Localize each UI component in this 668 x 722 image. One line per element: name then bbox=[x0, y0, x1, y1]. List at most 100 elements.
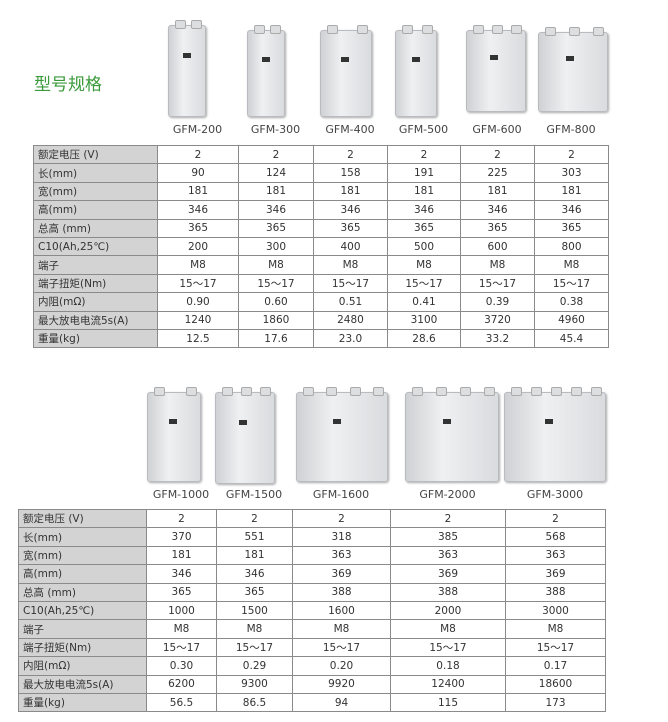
table-cell: 2 bbox=[387, 144, 461, 165]
table-cell: 3720 bbox=[460, 310, 535, 330]
terminal-cap bbox=[511, 387, 522, 396]
table-cell: 17.6 bbox=[238, 328, 314, 349]
row-label: 宽(mm) bbox=[18, 545, 147, 566]
table-cell: 370 bbox=[146, 527, 217, 547]
terminal-cap bbox=[270, 25, 281, 34]
table-cell: 346 bbox=[313, 200, 388, 220]
terminal-cap bbox=[593, 27, 604, 36]
terminal-cap bbox=[222, 387, 233, 396]
table-row: 内阻(mΩ) 0.30 0.29 0.20 0.18 0.17 bbox=[18, 656, 606, 676]
model-label: GFM-1500 bbox=[225, 488, 283, 501]
table-cell: 0.39 bbox=[460, 292, 535, 312]
table-cell: 158 bbox=[313, 163, 388, 183]
row-label: 总高 (mm) bbox=[33, 218, 158, 238]
table-cell: 86.5 bbox=[216, 692, 293, 713]
terminal-cap bbox=[402, 25, 413, 34]
logo-icon bbox=[333, 419, 341, 425]
table-cell: 225 bbox=[460, 163, 535, 183]
table-cell: 0.60 bbox=[238, 292, 314, 312]
table-cell: 318 bbox=[292, 527, 391, 547]
table-cell: 191 bbox=[387, 163, 461, 183]
terminal-cap bbox=[373, 387, 384, 396]
row-label: 内阻(mΩ) bbox=[33, 292, 158, 312]
table-row: 端子 M8 M8 M8 M8 M8 M8 bbox=[33, 255, 609, 275]
table-cell: 1000 bbox=[146, 600, 217, 621]
model-label: GFM-2000 bbox=[419, 488, 476, 501]
table-row: C10(Ah,25℃) 1000 1500 1600 2000 3000 bbox=[18, 600, 606, 621]
model-label: GFM-400 bbox=[325, 123, 375, 136]
table-cell: 15～17 bbox=[313, 273, 388, 294]
model-label: GFM-500 bbox=[398, 123, 449, 136]
logo-icon bbox=[490, 55, 499, 60]
model-label: GFM-200 bbox=[172, 123, 223, 136]
terminal-cap bbox=[545, 27, 556, 36]
battery-image bbox=[168, 20, 206, 117]
table-cell: 56.5 bbox=[146, 692, 217, 713]
terminal-cap bbox=[186, 387, 197, 396]
table-cell: 6200 bbox=[146, 674, 217, 694]
table-cell: 4960 bbox=[534, 310, 609, 330]
terminal-cap bbox=[569, 27, 580, 36]
logo-icon bbox=[262, 56, 271, 62]
table-cell: 346 bbox=[216, 564, 293, 584]
table-cell: 346 bbox=[146, 564, 217, 584]
battery-image bbox=[296, 387, 388, 482]
table-cell: 2 bbox=[460, 144, 535, 165]
table-cell: M8 bbox=[534, 255, 609, 275]
table-cell: 346 bbox=[387, 200, 461, 220]
table1-spec-table: 额定电压 (V) 2 2 2 2 2 2 长(mm) 90 124 158 191 225 303 宽(mm… bbox=[33, 144, 609, 349]
table-cell: 0.41 bbox=[387, 292, 461, 312]
logo-icon bbox=[442, 419, 451, 425]
table-cell: 0.38 bbox=[534, 292, 609, 312]
battery-image bbox=[147, 387, 201, 482]
table-row: 额定电压 (V) 2 2 2 2 2 2 bbox=[33, 144, 609, 165]
terminal-cap bbox=[436, 387, 447, 396]
table-cell: 0.30 bbox=[146, 656, 217, 676]
terminal-cap bbox=[591, 387, 602, 396]
terminal-cap bbox=[484, 387, 495, 396]
table-cell: 15～17 bbox=[505, 637, 606, 658]
table-cell: 181 bbox=[534, 181, 609, 202]
table-cell: 33.2 bbox=[460, 328, 535, 349]
terminal-cap bbox=[349, 387, 361, 396]
logo-icon bbox=[545, 419, 553, 425]
table-cell: 15～17 bbox=[390, 637, 506, 658]
row-label: 重量(kg) bbox=[33, 328, 158, 349]
model-label: GFM-3000 bbox=[526, 488, 584, 501]
table-cell: 15～17 bbox=[146, 637, 217, 658]
logo-icon bbox=[183, 53, 192, 58]
table-cell: 346 bbox=[157, 200, 239, 220]
table-cell: M8 bbox=[157, 255, 239, 275]
table-cell: 9300 bbox=[216, 674, 293, 694]
terminal-cap bbox=[422, 25, 433, 34]
table-cell: 2 bbox=[238, 144, 314, 165]
table-cell: 365 bbox=[146, 582, 217, 602]
table-cell: 2 bbox=[216, 508, 293, 529]
table-row: 重量(kg) 12.5 17.6 23.0 28.6 33.2 45.4 bbox=[33, 328, 609, 349]
row-label: 重量(kg) bbox=[18, 692, 147, 713]
table-cell: 12400 bbox=[390, 674, 506, 694]
table-cell: 2 bbox=[292, 508, 391, 529]
table-cell: 369 bbox=[505, 564, 606, 584]
table-row: 长(mm) 90 124 158 191 225 303 bbox=[33, 163, 609, 183]
table-cell: 173 bbox=[505, 692, 606, 713]
table-cell: 388 bbox=[292, 582, 391, 602]
model-label: GFM-300 bbox=[250, 123, 301, 136]
table-cell: 369 bbox=[292, 564, 391, 584]
row-label: 最大放电电流5s(A) bbox=[18, 674, 147, 694]
table-cell: 369 bbox=[390, 564, 506, 584]
table-cell: 1240 bbox=[157, 310, 239, 330]
table2-spec-table: 额定电压 (V) 2 2 2 2 2 长(mm) 370 551 318 385 568 宽(mm) 18… bbox=[18, 508, 606, 713]
table-cell: 365 bbox=[238, 218, 314, 238]
table-cell: 3000 bbox=[505, 600, 606, 621]
terminal-cap bbox=[254, 25, 265, 34]
table-cell: 15～17 bbox=[292, 637, 391, 658]
table-cell: 388 bbox=[390, 582, 506, 602]
model-label: GFM-1600 bbox=[312, 488, 370, 501]
table-cell: M8 bbox=[505, 619, 606, 639]
row-label: 端子 bbox=[18, 619, 147, 639]
table-cell: 600 bbox=[460, 236, 535, 257]
model-label: GFM-1000 bbox=[152, 488, 210, 501]
battery-image bbox=[466, 25, 526, 112]
table-row: 总高 (mm) 365 365 388 388 388 bbox=[18, 582, 606, 602]
